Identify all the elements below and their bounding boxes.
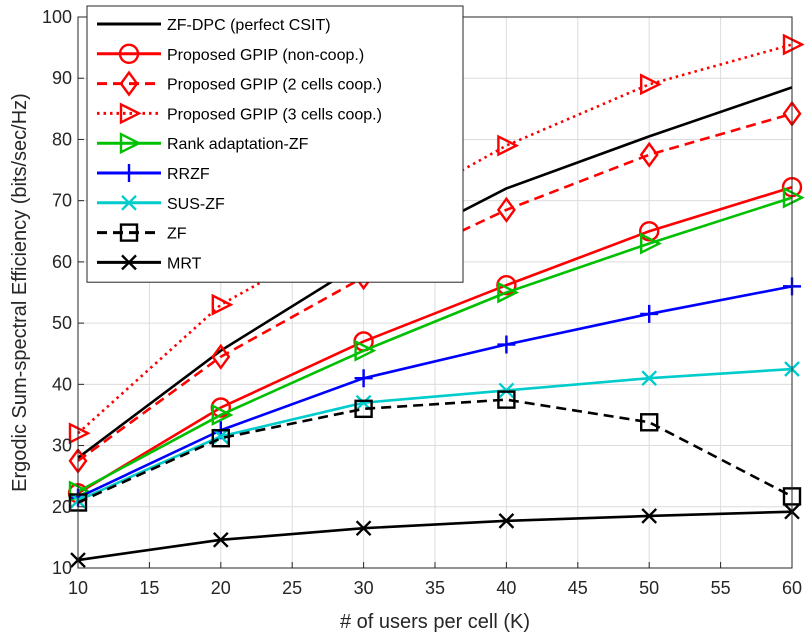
- legend-label: MRT: [167, 255, 202, 272]
- x-tick-label: 50: [639, 578, 659, 598]
- data-point: [354, 369, 373, 388]
- data-point: [497, 134, 520, 157]
- legend-item: ZF-DPC (perfect CSIT): [97, 17, 331, 34]
- x-tick-label: 40: [496, 578, 516, 598]
- legend-marker: [119, 223, 139, 242]
- y-tick-label: 10: [52, 558, 72, 578]
- data-point: [782, 33, 805, 56]
- legend-marker: [120, 164, 138, 182]
- x-tick-label: 30: [354, 578, 374, 598]
- data-point: [640, 304, 659, 323]
- data-point: [68, 422, 91, 445]
- legend-marker: [119, 102, 142, 125]
- legend-marker: [121, 194, 137, 211]
- series-line: [77, 367, 793, 502]
- x-tick-label: 45: [568, 578, 588, 598]
- series-line: [77, 285, 793, 499]
- legend-marker: [119, 132, 142, 155]
- legend-marker: [121, 254, 137, 271]
- legend-label: Proposed GPIP (3 cells coop.): [167, 106, 382, 123]
- y-tick-label: 80: [52, 129, 72, 149]
- data-point: [498, 513, 515, 529]
- y-tick-label: 40: [52, 374, 72, 394]
- series-line: [77, 398, 793, 504]
- data-point: [641, 508, 658, 524]
- y-tick-label: 50: [52, 313, 72, 333]
- x-tick-label: 25: [282, 578, 302, 598]
- legend-label: ZF: [167, 226, 187, 243]
- data-point: [640, 413, 659, 432]
- data-point: [354, 339, 377, 362]
- legend-label: Proposed GPIP (non-coop.): [167, 47, 364, 64]
- data-point: [211, 293, 234, 316]
- legend-item: Proposed GPIP (non-coop.): [97, 43, 364, 64]
- data-point: [212, 531, 229, 548]
- y-tick-label: 30: [52, 436, 72, 456]
- data-point: [355, 520, 372, 537]
- x-tick-label: 15: [139, 578, 159, 598]
- legend: ZF-DPC (perfect CSIT) Proposed GPIP (non-…: [86, 5, 464, 283]
- tick-labels: 10 15 20 25 30 35 40 45 50 55 60 10 20 30 40 50 60 70 80 90…: [42, 7, 802, 598]
- legend-label: Proposed GPIP (2 cells coop.): [167, 77, 382, 94]
- data-point: [496, 196, 516, 223]
- data-point: [639, 221, 660, 242]
- data-point: [354, 399, 373, 419]
- series-line: [77, 510, 793, 562]
- data-point: [211, 343, 231, 370]
- series-line: [77, 185, 793, 495]
- x-tick-label: 35: [425, 578, 445, 598]
- y-tick-label: 60: [52, 252, 72, 272]
- data-point: [639, 141, 659, 168]
- legend-label: Rank adaptation-ZF: [167, 136, 309, 153]
- y-tick-label: 100: [42, 7, 72, 27]
- legend-marker: [119, 70, 139, 97]
- data-point: [640, 232, 662, 255]
- y-tick-label: 20: [52, 497, 72, 517]
- legend-label: ZF-DPC (perfect CSIT): [167, 17, 331, 34]
- legend-item: Rank adaptation-ZF: [97, 132, 309, 155]
- legend-item: RRZF: [97, 164, 210, 183]
- x-tick-label: 10: [68, 578, 88, 598]
- legend-label: RRZF: [167, 166, 210, 183]
- data-point: [211, 429, 231, 448]
- x-tick-label: 60: [782, 578, 802, 598]
- data-point: [497, 335, 516, 354]
- y-axis-title: Ergodic Sum-spectral Efficiency (bits/se…: [9, 93, 31, 492]
- y-tick-label: 70: [52, 191, 72, 211]
- legend-item: MRT: [97, 254, 202, 272]
- data-point: [211, 404, 234, 426]
- data-point: [497, 390, 516, 409]
- legend-label: SUS-ZF: [167, 196, 225, 213]
- legend-item: Proposed GPIP (2 cells coop.): [97, 70, 382, 97]
- data-point: [641, 370, 658, 387]
- data-point: [497, 281, 520, 304]
- data-point: [640, 73, 662, 96]
- series-line: [77, 196, 793, 493]
- x-axis-title: # of users per cell (K): [340, 611, 530, 633]
- legend-marker: [118, 43, 140, 64]
- x-tick-label: 20: [211, 578, 231, 598]
- x-tick-label: 55: [711, 578, 731, 598]
- data-point: [782, 186, 805, 209]
- legend-item: ZF: [97, 223, 187, 243]
- y-tick-label: 90: [52, 68, 72, 88]
- legend-item: SUS-ZF: [97, 194, 225, 213]
- legend-item: Proposed GPIP (3 cells coop.): [97, 102, 382, 125]
